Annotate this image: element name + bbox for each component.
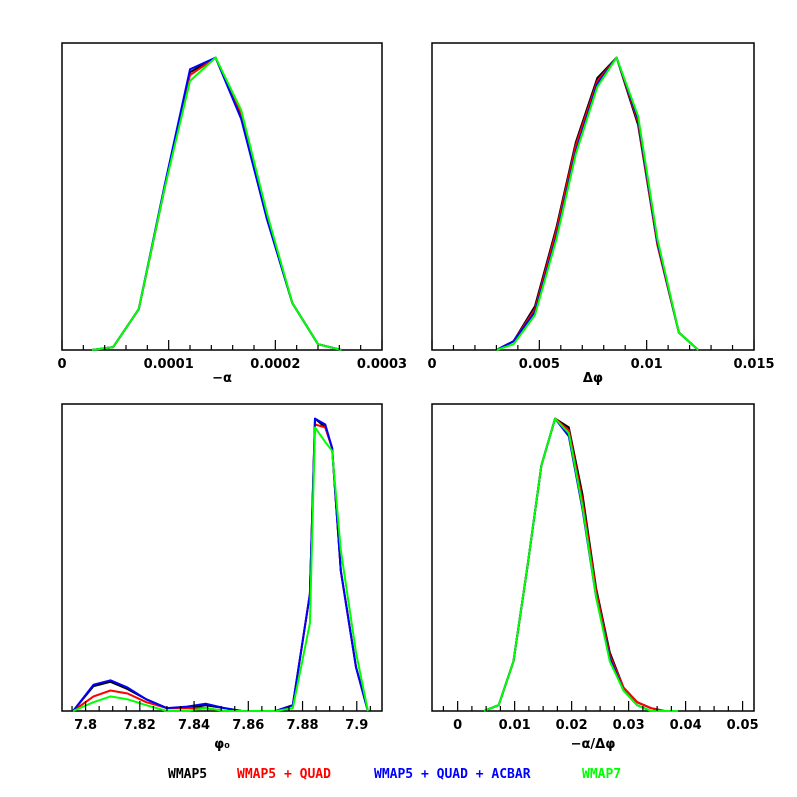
- series-line-wmap5-quad: [483, 417, 679, 712]
- tick-label: 7.84: [178, 718, 210, 733]
- panel-alpha: 0 0.0001 0.0002 0.0003 −α: [57, 42, 407, 386]
- plot-frame: [431, 403, 755, 712]
- x-axis-label: Δφ: [583, 371, 603, 386]
- panel-alpha-over-delta-phi: 0 0.01 0.02 0.03 0.04 0.05 −α/Δφ: [431, 403, 759, 752]
- legend: WMAP5 WMAP5 + QUAD WMAP5 + QUAD + ACBAR …: [168, 767, 621, 782]
- x-axis-label: φ₀: [214, 737, 230, 752]
- legend-entry-wmap5-quad-acbar: WMAP5 + QUAD + ACBAR: [374, 767, 531, 782]
- x-axis-label: −α: [212, 371, 232, 386]
- series-line-wmap5: [72, 417, 369, 712]
- series-curves: [91, 56, 342, 351]
- tick-label: 7.9: [345, 718, 368, 733]
- tick-label: 0.02: [556, 718, 588, 733]
- x-ticks: 0 0.005 0.01 0.015: [427, 340, 775, 372]
- plot-frame: [61, 403, 383, 712]
- tick-label: 0: [57, 357, 66, 372]
- tick-label: 7.82: [124, 718, 156, 733]
- tick-label: 0.0001: [144, 357, 194, 372]
- tick-label: 7.88: [287, 718, 319, 733]
- legend-entry-wmap7: WMAP7: [582, 767, 621, 782]
- series-line-wmap7: [91, 56, 342, 351]
- tick-label: 0.015: [733, 357, 774, 372]
- series-curves: [495, 56, 699, 351]
- tick-label: 7.86: [232, 718, 264, 733]
- tick-label: 0.01: [631, 357, 663, 372]
- tick-label: 0: [453, 718, 462, 733]
- series-line-wmap7: [483, 417, 679, 712]
- tick-label: 0.0003: [357, 357, 407, 372]
- series-line-wmap5: [91, 56, 342, 351]
- panel-delta-phi: 0 0.005 0.01 0.015 Δφ: [427, 42, 775, 386]
- series-line-wmap7: [72, 426, 369, 712]
- legend-entry-wmap5: WMAP5: [168, 767, 207, 782]
- x-ticks: 0 0.01 0.02 0.03 0.04 0.05: [442, 701, 759, 733]
- x-ticks: 7.8 7.82 7.84 7.86 7.88 7.9: [71, 701, 371, 733]
- series-line-wmap5-quad: [72, 423, 369, 712]
- series-line-wmap5-quad-acbar: [495, 56, 699, 351]
- series-curves: [72, 417, 369, 712]
- series-line-wmap5: [495, 56, 699, 351]
- series-line-wmap5: [483, 417, 679, 712]
- panel-phi0: 7.8 7.82 7.84 7.86 7.88 7.9 φ₀: [61, 403, 383, 752]
- plot-frame: [431, 42, 755, 351]
- legend-entry-wmap5-quad: WMAP5 + QUAD: [237, 767, 331, 782]
- series-line-wmap5-quad: [495, 56, 699, 351]
- tick-label: 7.8: [74, 718, 97, 733]
- tick-label: 0.04: [670, 718, 702, 733]
- series-curves: [483, 417, 679, 712]
- tick-label: 0.03: [613, 718, 645, 733]
- series-line-wmap5-quad-acbar: [91, 56, 342, 351]
- tick-label: 0: [427, 357, 436, 372]
- x-axis-label: −α/Δφ: [571, 737, 616, 752]
- x-ticks: 0 0.0001 0.0002 0.0003: [57, 340, 407, 372]
- series-line-wmap5-quad-acbar: [72, 417, 369, 712]
- series-line-wmap5-quad: [91, 56, 342, 351]
- tick-label: 0.005: [519, 357, 560, 372]
- plot-frame: [61, 42, 383, 351]
- tick-label: 0.01: [499, 718, 531, 733]
- series-line-wmap7: [496, 56, 699, 351]
- series-line-wmap5-quad-acbar: [483, 417, 679, 712]
- tick-label: 0.0002: [250, 357, 300, 372]
- tick-label: 0.05: [727, 718, 759, 733]
